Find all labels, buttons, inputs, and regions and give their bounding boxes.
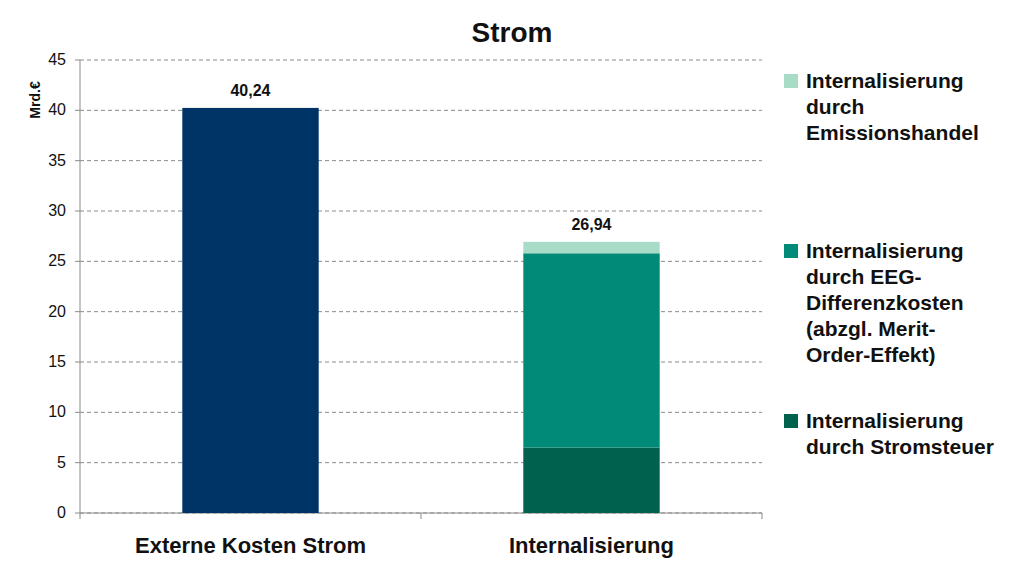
y-tick-label: 20 bbox=[48, 303, 66, 320]
legend-swatch bbox=[784, 414, 798, 428]
bar-segment bbox=[523, 448, 659, 513]
y-tick-label: 45 bbox=[48, 51, 66, 68]
y-tick bbox=[75, 110, 80, 111]
y-tick-label: 35 bbox=[48, 152, 66, 169]
data-label: 40,24 bbox=[230, 82, 270, 99]
y-axis-label: Mrd.€ bbox=[27, 81, 43, 119]
y-tick-label: 15 bbox=[48, 353, 66, 370]
x-tick bbox=[421, 513, 422, 519]
grid-line bbox=[80, 60, 762, 61]
legend-item: Internalisierung durch Emissionshandel bbox=[784, 68, 999, 146]
legend-swatch bbox=[784, 244, 798, 258]
y-tick-label: 30 bbox=[48, 202, 66, 219]
x-tick-label: Internalisierung bbox=[509, 533, 674, 558]
legend-label: Internalisierung durch Emissionshandel bbox=[806, 69, 979, 144]
y-tick bbox=[75, 160, 80, 161]
y-tick bbox=[75, 462, 80, 463]
bar-segment bbox=[182, 108, 318, 513]
y-tick bbox=[75, 60, 80, 61]
y-tick-label: 25 bbox=[48, 252, 66, 269]
legend-swatch bbox=[784, 74, 798, 88]
legend-label: Internalisierung durch Stromsteuer bbox=[806, 409, 994, 458]
y-tick bbox=[75, 513, 80, 514]
y-tick bbox=[75, 261, 80, 262]
legend-label: Internalisierung durch EEG-Differenzkost… bbox=[806, 239, 964, 366]
y-tick bbox=[75, 362, 80, 363]
y-tick-label: 10 bbox=[48, 403, 66, 420]
y-tick-label: 40 bbox=[48, 101, 66, 118]
title: Strom bbox=[472, 17, 553, 48]
x-tick bbox=[762, 513, 763, 519]
data-label: 26,94 bbox=[571, 216, 611, 233]
y-tick-label: 0 bbox=[57, 504, 66, 521]
y-axis bbox=[80, 60, 81, 513]
bar-segment bbox=[523, 253, 659, 447]
y-tick bbox=[75, 311, 80, 312]
bar-segment bbox=[523, 242, 659, 253]
y-tick-label: 5 bbox=[57, 454, 66, 471]
x-tick bbox=[80, 513, 81, 519]
x-tick-label: Externe Kosten Strom bbox=[135, 533, 366, 558]
y-tick bbox=[75, 412, 80, 413]
legend-item: Internalisierung durch EEG-Differenzkost… bbox=[784, 238, 999, 368]
y-tick bbox=[75, 211, 80, 212]
bars bbox=[182, 108, 659, 513]
legend-item: Internalisierung durch Stromsteuer bbox=[784, 408, 999, 460]
